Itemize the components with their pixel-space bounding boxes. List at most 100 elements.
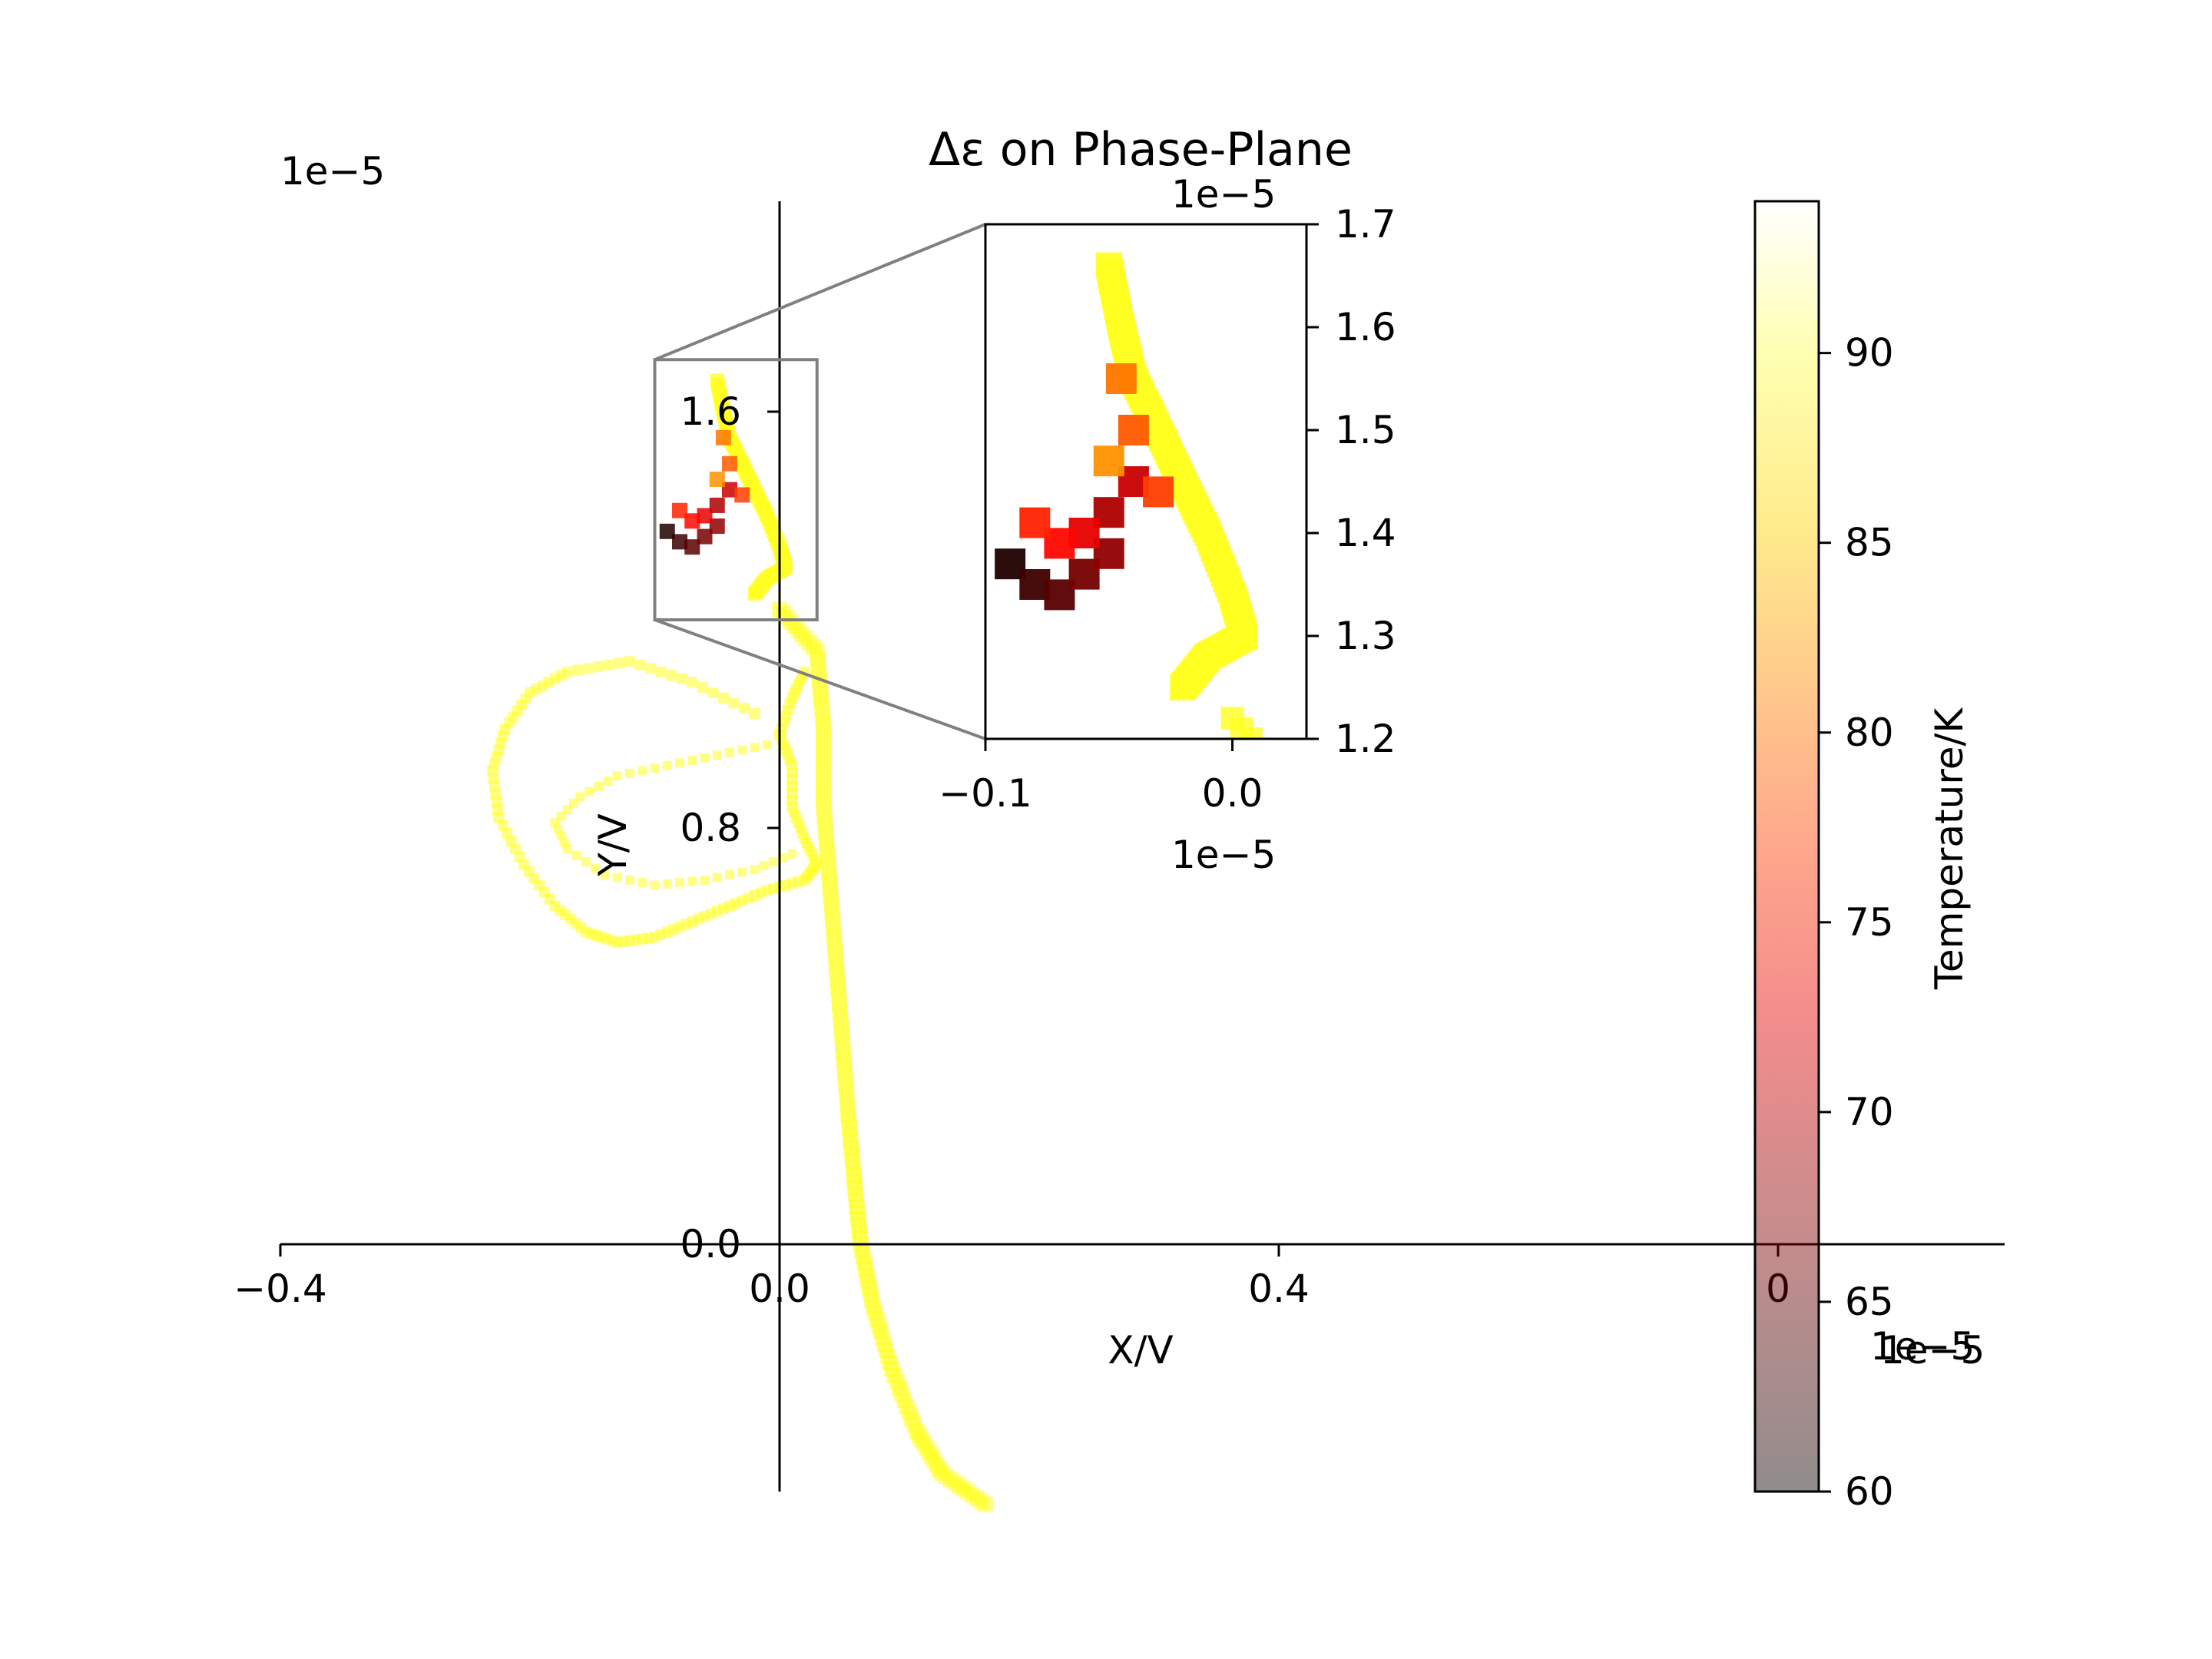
colorbar-offset-label: 1e−5 xyxy=(1880,1328,1985,1373)
loop-point xyxy=(614,657,625,669)
inset-y-tick-label: 1.4 xyxy=(1335,511,1396,555)
loop-point xyxy=(687,677,698,688)
inset-hot-cluster-point xyxy=(1105,363,1137,394)
inner-loop-point xyxy=(603,777,613,786)
hot-cluster-point xyxy=(684,539,700,555)
y-tick-label: 1.6 xyxy=(680,389,741,434)
loop-point xyxy=(593,661,604,672)
inset-peak-point xyxy=(1170,674,1197,700)
loop-point xyxy=(645,663,657,674)
colorbar-ticks: 60 65 70 75 80 85 90 xyxy=(1819,331,1894,1514)
chart-title: Δε on Phase-Plane xyxy=(929,123,1353,177)
colorbar: 60 65 70 75 80 85 90 Temperature/K 1e−5 xyxy=(1753,200,1985,1514)
inset-loop-point xyxy=(1242,895,1263,916)
hot-cluster-point xyxy=(715,429,731,445)
inner-loop-point xyxy=(581,857,591,867)
colorbar-tick-label: 60 xyxy=(1845,1469,1894,1514)
main-axes: −0.4 0.0 0.4 00.00.81.6 xyxy=(233,201,2005,1492)
inset-tail-point xyxy=(1267,758,1290,781)
colorbar-frame xyxy=(1753,200,1820,1493)
inner-loop-point xyxy=(612,873,622,882)
inset-tail-point xyxy=(1304,897,1327,920)
hot-cluster-point xyxy=(697,528,713,545)
hot-cluster-point xyxy=(672,502,687,518)
hot-cluster-point xyxy=(684,513,700,529)
main-plot xyxy=(487,373,994,1512)
hot-cluster-point xyxy=(697,508,713,524)
inner-loop-point xyxy=(750,865,760,875)
inset-loop-point xyxy=(1226,942,1247,964)
colorbar-tick-label: 85 xyxy=(1845,521,1894,565)
colorbar-tick-label: 70 xyxy=(1845,1090,1894,1134)
inner-loop-point xyxy=(612,771,622,781)
loop-point xyxy=(738,703,750,714)
inset-tail-point xyxy=(1300,843,1323,866)
peak-point xyxy=(747,587,762,601)
inset-y-tick-label: 1.6 xyxy=(1335,305,1396,349)
inset-hot-cluster-point xyxy=(1019,507,1051,538)
colorbar-tick-label: 65 xyxy=(1845,1280,1894,1324)
inset-x-tick-label: −0.1 xyxy=(939,771,1031,816)
hot-cluster-point xyxy=(672,534,687,550)
loop-point xyxy=(707,687,719,698)
loop-point xyxy=(728,697,740,709)
inset-y-tick-label: 1.7 xyxy=(1335,202,1396,247)
zoom-connector xyxy=(654,223,986,362)
inner-loop-point xyxy=(591,863,601,873)
inner-loop-point xyxy=(768,857,778,867)
inset-tail-point xyxy=(1286,779,1309,802)
inner-loop-point xyxy=(662,760,672,770)
inner-loop-point xyxy=(637,766,647,776)
inset-y-tick-label: 1.3 xyxy=(1335,614,1396,658)
inset-tail-point xyxy=(1307,933,1330,956)
inner-loop-point xyxy=(675,878,684,888)
inner-loop-point xyxy=(750,742,760,752)
inset-loop-point xyxy=(1234,919,1256,940)
inset-hot-cluster-point xyxy=(1093,445,1124,477)
loop-point xyxy=(676,673,687,684)
inner-loop-point xyxy=(712,750,722,760)
zoom-indicator xyxy=(653,223,986,740)
inner-loop-point xyxy=(662,879,672,889)
inner-loop-point xyxy=(737,745,747,755)
tail-point xyxy=(978,1496,994,1512)
loop-point xyxy=(666,670,677,681)
inset-loop-point xyxy=(1238,906,1260,928)
zoom-connector xyxy=(654,618,986,740)
inner-loop-point xyxy=(584,786,594,796)
inner-loop-point xyxy=(712,873,722,882)
x-axis-label: X/V xyxy=(1108,1328,1173,1373)
inner-loop-point xyxy=(762,740,772,750)
inner-loop-point xyxy=(625,768,634,778)
inner-loop-point xyxy=(594,781,604,791)
inner-loop-point xyxy=(650,880,660,890)
hot-cluster-point xyxy=(659,523,675,539)
loop-point xyxy=(655,666,667,677)
x-tick-label: 0.4 xyxy=(1248,1267,1310,1311)
loop-point xyxy=(697,682,708,694)
inset-loop-point xyxy=(1230,931,1251,952)
loop-point xyxy=(749,707,760,719)
inset-tail-point xyxy=(1239,727,1263,739)
colorbar-gradient xyxy=(1755,201,1819,1492)
inset-tail-point xyxy=(1277,769,1300,792)
colorbar-label: Temperature/K xyxy=(1927,707,1972,991)
hot-cluster-point xyxy=(734,487,750,503)
inset-x-tick-label: 0.0 xyxy=(1202,771,1263,816)
inner-loop-point xyxy=(562,844,572,854)
hot-cluster-point xyxy=(722,455,737,472)
hot-cluster-point xyxy=(709,497,725,513)
hot-cluster-point xyxy=(709,518,725,535)
loop-point xyxy=(634,659,646,671)
inset-y-tick-label: 1.5 xyxy=(1335,408,1396,452)
hot-cluster-point xyxy=(709,472,725,488)
hot-cluster-point xyxy=(722,482,737,498)
inner-loop-point xyxy=(637,878,647,888)
colorbar-tick-label: 75 xyxy=(1845,900,1894,945)
inner-loop-point xyxy=(725,869,734,879)
inner-loop-point xyxy=(571,850,581,860)
inner-loop-point xyxy=(737,867,747,877)
inset-x-offset-label: 1e−5 xyxy=(1171,833,1276,877)
x-tick-label: 0.0 xyxy=(749,1267,810,1311)
loop-point xyxy=(624,656,635,667)
